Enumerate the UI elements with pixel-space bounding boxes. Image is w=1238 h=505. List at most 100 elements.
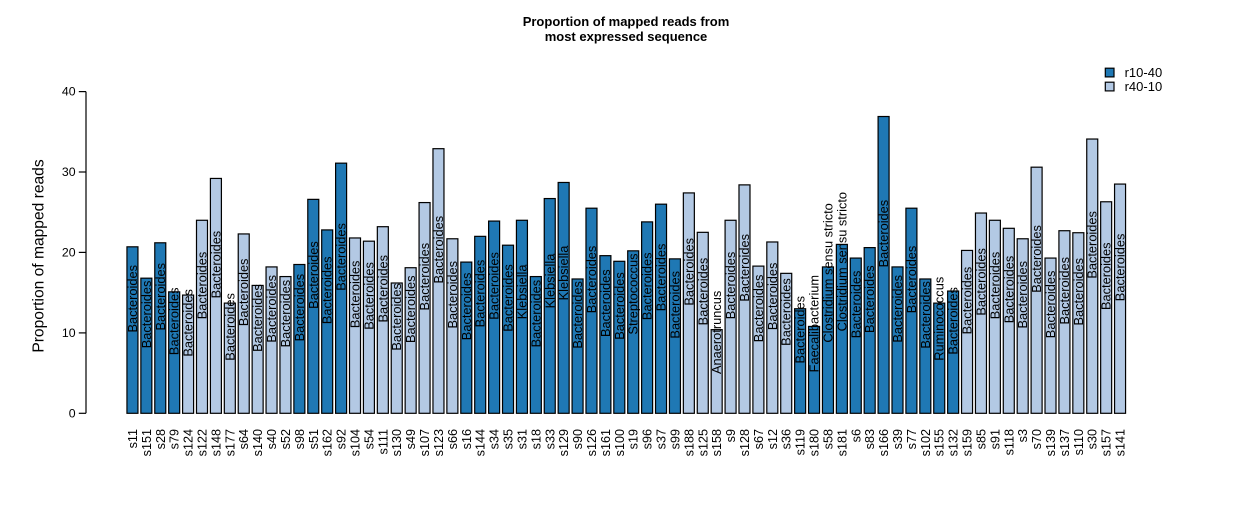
svg-text:s58: s58	[821, 429, 835, 449]
svg-text:Bacteroides: Bacteroides	[1071, 258, 1086, 326]
svg-text:Bacteroides: Bacteroides	[876, 200, 891, 268]
svg-text:Klebsiella: Klebsiella	[514, 264, 529, 320]
svg-text:Bacteroides: Bacteroides	[181, 289, 196, 357]
svg-text:Bacteroides: Bacteroides	[264, 275, 279, 343]
svg-text:s85: s85	[974, 429, 988, 449]
svg-text:Bacteroides: Bacteroides	[1099, 242, 1114, 310]
svg-text:s137: s137	[1058, 429, 1072, 456]
svg-text:Bacteroides: Bacteroides	[973, 248, 988, 316]
svg-text:s151: s151	[140, 429, 154, 456]
svg-text:s77: s77	[905, 429, 919, 449]
svg-text:Faecalibacterium: Faecalibacterium	[807, 275, 822, 372]
svg-text:s70: s70	[1030, 429, 1044, 449]
svg-text:0: 0	[69, 406, 76, 420]
svg-text:s123: s123	[432, 429, 446, 456]
svg-text:Bacteroides: Bacteroides	[1113, 234, 1128, 302]
svg-text:s34: s34	[488, 429, 502, 449]
svg-text:10: 10	[62, 326, 76, 340]
svg-text:Anaerotruncus: Anaerotruncus	[709, 291, 724, 374]
svg-text:s98: s98	[293, 429, 307, 449]
svg-text:s90: s90	[571, 429, 585, 449]
svg-text:s180: s180	[808, 429, 822, 456]
svg-text:s40: s40	[265, 429, 279, 449]
svg-text:s177: s177	[223, 429, 237, 456]
svg-text:s30: s30	[1086, 429, 1100, 449]
svg-text:s19: s19	[627, 429, 641, 449]
svg-text:Bacteroides: Bacteroides	[779, 278, 794, 346]
svg-text:s141: s141	[1114, 429, 1128, 456]
svg-text:Bacteroides: Bacteroides	[487, 252, 502, 320]
svg-text:Bacteroides: Bacteroides	[278, 280, 293, 348]
svg-text:s166: s166	[877, 429, 891, 456]
svg-text:s35: s35	[502, 429, 516, 449]
svg-text:Bacteroides: Bacteroides	[1001, 256, 1016, 324]
svg-text:Bacteroides: Bacteroides	[501, 264, 516, 332]
svg-text:s140: s140	[251, 429, 265, 456]
svg-text:s52: s52	[279, 429, 293, 449]
svg-text:s161: s161	[599, 429, 613, 456]
svg-text:Bacteroides: Bacteroides	[960, 267, 975, 335]
svg-text:Bacteroides: Bacteroides	[1029, 225, 1044, 293]
svg-text:Bacteroides: Bacteroides	[153, 263, 168, 331]
svg-text:s66: s66	[446, 429, 460, 449]
svg-text:Bacteroides: Bacteroides	[236, 259, 251, 327]
svg-text:Bacteroides: Bacteroides	[737, 234, 752, 302]
svg-text:Bacteroides: Bacteroides	[528, 280, 543, 348]
svg-text:Bacteroides: Bacteroides	[904, 246, 919, 314]
svg-text:s157: s157	[1100, 429, 1114, 456]
svg-text:s144: s144	[474, 429, 488, 456]
svg-text:s83: s83	[863, 429, 877, 449]
svg-text:Bacteroides: Bacteroides	[431, 216, 446, 284]
svg-text:Bacteroides: Bacteroides	[598, 269, 613, 337]
svg-text:s28: s28	[154, 429, 168, 449]
svg-text:Bacteroides: Bacteroides	[570, 281, 585, 349]
svg-text:s6: s6	[849, 429, 863, 442]
svg-text:r10-40: r10-40	[1125, 65, 1163, 80]
svg-text:Bacteroides: Bacteroides	[1015, 261, 1030, 329]
svg-text:Bacteroides: Bacteroides	[946, 287, 961, 355]
svg-text:s67: s67	[752, 429, 766, 449]
svg-text:s122: s122	[196, 429, 210, 456]
svg-text:Proportion of mapped reads: Proportion of mapped reads	[30, 159, 47, 353]
svg-text:Bacteroides: Bacteroides	[751, 275, 766, 343]
svg-text:s125: s125	[696, 429, 710, 456]
svg-text:Bacteroides: Bacteroides	[334, 223, 349, 291]
svg-text:s54: s54	[362, 429, 376, 449]
svg-text:Ruminococcus: Ruminococcus	[932, 277, 947, 361]
svg-text:Bacteroides: Bacteroides	[723, 252, 738, 320]
svg-text:s18: s18	[529, 429, 543, 449]
svg-text:Bacteroides: Bacteroides	[139, 281, 154, 349]
svg-text:s130: s130	[390, 429, 404, 456]
svg-text:Bacteroides: Bacteroides	[1043, 271, 1058, 339]
svg-text:Clostridium sensu stricto: Clostridium sensu stricto	[820, 203, 835, 342]
svg-text:Bacteroides: Bacteroides	[459, 273, 474, 341]
svg-text:Bacteroides: Bacteroides	[320, 257, 335, 325]
svg-text:s124: s124	[182, 429, 196, 456]
svg-text:Klebsiella: Klebsiella	[542, 253, 557, 309]
svg-text:s118: s118	[1002, 429, 1016, 455]
svg-text:Bacteroides: Bacteroides	[250, 284, 265, 352]
svg-text:s119: s119	[794, 429, 808, 455]
svg-text:s11: s11	[126, 429, 140, 448]
svg-text:Bacteroides: Bacteroides	[667, 271, 682, 339]
svg-text:s96: s96	[641, 429, 655, 449]
svg-text:Bacteroides: Bacteroides	[612, 272, 627, 340]
svg-text:Bacteroides: Bacteroides	[445, 261, 460, 329]
svg-text:s158: s158	[710, 429, 724, 456]
svg-text:s12: s12	[766, 429, 780, 449]
svg-text:Bacteroides: Bacteroides	[222, 293, 237, 361]
svg-text:s100: s100	[613, 429, 627, 456]
svg-text:s188: s188	[682, 429, 696, 456]
svg-text:20: 20	[62, 245, 76, 259]
svg-text:s39: s39	[891, 429, 905, 449]
svg-text:Bacteroides: Bacteroides	[848, 271, 863, 339]
svg-text:Bacteroides: Bacteroides	[403, 275, 418, 343]
svg-text:s110: s110	[1072, 429, 1086, 455]
svg-text:s132: s132	[947, 429, 961, 456]
svg-text:Bacteroides: Bacteroides	[584, 246, 599, 314]
svg-text:s51: s51	[307, 429, 321, 449]
svg-text:Bacteroides: Bacteroides	[890, 275, 905, 343]
svg-text:30: 30	[62, 165, 76, 179]
svg-text:s102: s102	[919, 429, 933, 456]
svg-text:Bacteroides: Bacteroides	[654, 244, 669, 312]
